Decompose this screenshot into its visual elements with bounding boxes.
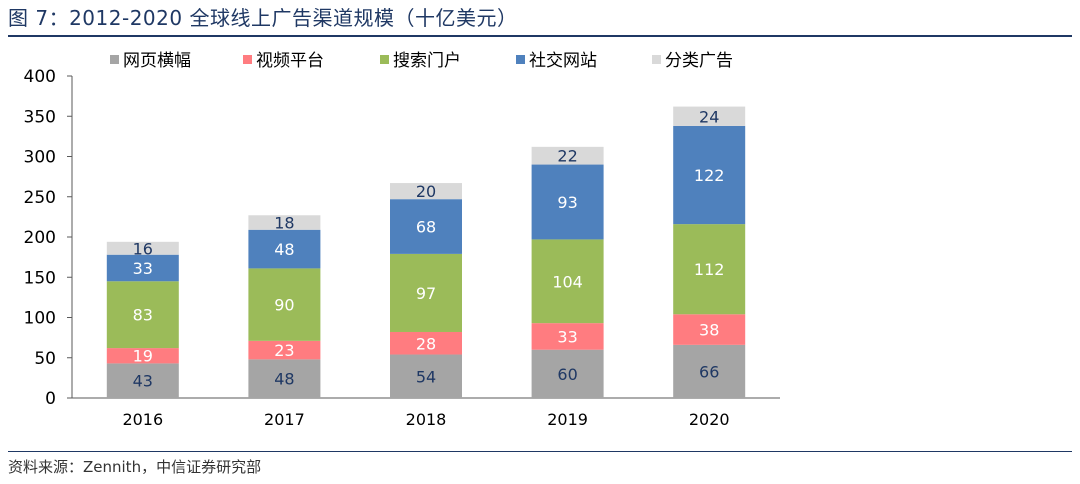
- bar-segment: [248, 215, 321, 230]
- data-label: 104: [552, 272, 583, 291]
- y-tick-label: 150: [24, 268, 56, 288]
- y-tick-label: 0: [45, 389, 56, 409]
- data-label: 23: [274, 341, 294, 360]
- data-label: 68: [416, 218, 436, 237]
- bar-segment: [248, 359, 321, 398]
- data-label: 112: [694, 260, 725, 279]
- x-tick-label: 2016: [122, 410, 163, 429]
- y-axis: 0 50 100 150 200 250 300 350 400: [24, 67, 73, 409]
- bar-segment: [390, 183, 462, 200]
- legend-item: 社交网站: [516, 51, 597, 71]
- legend-swatch: [110, 55, 119, 64]
- bar-segment: [106, 281, 179, 349]
- bar-stack-2020: 66 38 112 122 24: [673, 106, 746, 398]
- x-tick-label: 2019: [547, 410, 588, 429]
- bar-segment: [106, 254, 179, 282]
- legend-swatch: [516, 55, 525, 64]
- bar-segment: [673, 224, 746, 315]
- bar-stack-2019: 60 33 104 93 22: [531, 146, 604, 398]
- legend-label: 社交网站: [529, 51, 597, 71]
- legend-label: 视频平台: [256, 51, 324, 71]
- source-divider: [8, 451, 1072, 452]
- bar-segment: [390, 354, 462, 398]
- legend-label: 分类广告: [665, 51, 733, 71]
- x-tick-label: 2018: [406, 410, 447, 429]
- y-tick-label: 400: [24, 67, 56, 87]
- data-label: 90: [274, 296, 294, 315]
- legend-swatch: [652, 55, 661, 64]
- data-label: 48: [274, 370, 294, 389]
- data-label: 33: [557, 327, 577, 346]
- bar-segment: [673, 106, 746, 126]
- bar-segment: [248, 268, 321, 341]
- data-label: 48: [274, 240, 294, 259]
- bar-segment: [248, 229, 321, 269]
- legend-item: 网页横幅: [110, 51, 191, 71]
- data-label: 20: [416, 182, 436, 201]
- bar-segment: [673, 125, 746, 225]
- legend-item: 搜索门户: [380, 51, 461, 71]
- bar-segment: [531, 323, 604, 350]
- data-label: 43: [133, 372, 153, 391]
- data-label: 54: [416, 367, 436, 386]
- bar-segment: [390, 253, 462, 332]
- x-tick-label: 2017: [264, 410, 305, 429]
- data-label: 60: [557, 365, 577, 384]
- data-label: 97: [416, 284, 436, 303]
- bars: 4319833316482390481854289768206033104932…: [106, 106, 746, 398]
- data-label: 22: [557, 147, 577, 166]
- bar-segment: [106, 348, 179, 364]
- bar-segment: [531, 349, 604, 398]
- y-tick-label: 350: [24, 107, 56, 127]
- source-note: 资料来源：Zennith，中信证券研究部: [8, 458, 262, 476]
- bar-segment: [673, 344, 746, 398]
- x-tick-label: 2020: [689, 410, 730, 429]
- bar-stack-2017: 48 23 90 48 18: [248, 214, 321, 398]
- legend-label: 搜索门户: [393, 51, 461, 71]
- bar-segment: [673, 314, 746, 345]
- data-label: 83: [133, 306, 153, 325]
- stacked-bar-chart: 网页横幅 视频平台 搜索门户 社交网站 分类广告 0 50 100 150 200 250 300 3…: [24, 51, 780, 429]
- data-label: 66: [699, 362, 719, 381]
- data-label: 38: [699, 321, 719, 340]
- x-axis: 2016 2017 2018 2019 2020: [72, 397, 780, 429]
- legend-swatch: [243, 55, 252, 64]
- data-label: 24: [699, 107, 719, 126]
- y-tick-label: 100: [24, 309, 56, 329]
- y-tick-label: 200: [24, 228, 56, 248]
- legend-label: 网页横幅: [123, 51, 191, 71]
- data-label: 18: [274, 214, 294, 233]
- bar-segment: [390, 331, 462, 355]
- legend-item: 分类广告: [652, 51, 733, 71]
- y-tick-label: 50: [34, 349, 56, 369]
- bar-segment: [106, 241, 179, 255]
- bar-stack-2018: 54 28 97 68 20: [390, 182, 462, 398]
- legend-item: 视频平台: [243, 51, 324, 71]
- bar-segment: [106, 363, 179, 398]
- data-label: 16: [133, 239, 153, 258]
- y-tick-label: 300: [24, 148, 56, 168]
- data-label: 19: [133, 347, 153, 366]
- data-label: 122: [694, 166, 725, 185]
- title-divider: [8, 35, 1072, 37]
- bar-segment: [248, 340, 321, 360]
- y-tick-label: 250: [24, 188, 56, 208]
- legend-swatch: [380, 55, 389, 64]
- chart-legend: 网页横幅 视频平台 搜索门户 社交网站 分类广告: [110, 51, 733, 71]
- data-label: 28: [416, 334, 436, 353]
- bar-segment: [531, 164, 604, 240]
- data-label: 93: [557, 193, 577, 212]
- data-label: 33: [133, 259, 153, 278]
- bar-segment: [531, 146, 604, 165]
- bar-segment: [531, 239, 604, 324]
- chart-title: 图 7：2012-2020 全球线上广告渠道规模（十亿美元）: [8, 6, 518, 30]
- bar-segment: [390, 199, 462, 254]
